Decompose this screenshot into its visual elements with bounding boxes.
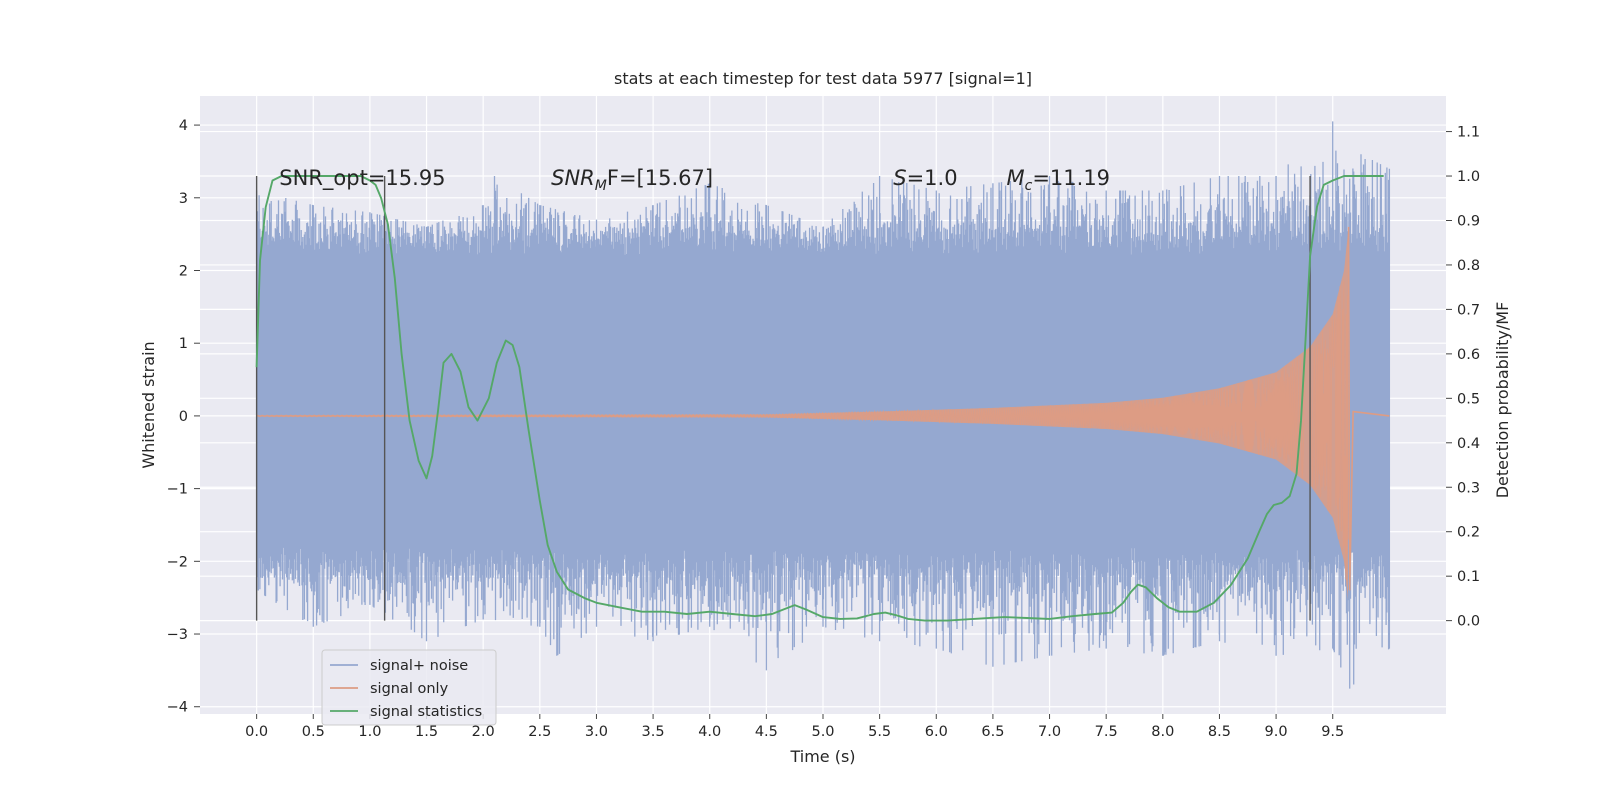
x-axis: 0.0 0.5 1.0 1.5 2.0 2.5 3.0 3.5 4.0 4.5 5.0 5.5 6.0 6…	[245, 714, 1344, 740]
y-tick-label: −4	[167, 700, 188, 716]
annotation-snr-mf-sub: M	[595, 178, 607, 194]
x-tick-label: 0.0	[245, 724, 268, 740]
series-signal-only	[256, 226, 1390, 600]
annotation-snr-mf: SNRMF=[15.67]	[551, 166, 713, 194]
x-tick-label: 1.5	[415, 724, 438, 740]
annotation-s-rest: =1.0	[907, 166, 958, 190]
annotations: SNR_opt=15.95 SNRMF=[15.67] S=1.0 Mc=11.…	[279, 166, 1110, 194]
x-tick-label: 8.0	[1151, 724, 1174, 740]
x-tick-label: 6.5	[981, 724, 1004, 740]
annotation-mc-name: M	[1007, 166, 1025, 190]
x-tick-label: 2.5	[528, 724, 551, 740]
y2-tick-label: 0.2	[1457, 525, 1480, 541]
y2-tick-label: 0.3	[1457, 480, 1480, 496]
x-tick-label: 1.0	[358, 724, 381, 740]
legend-label-signal-statistics: signal statistics	[370, 704, 482, 720]
x-tick-label: 4.0	[698, 724, 721, 740]
y2-tick-label: 0.1	[1457, 569, 1480, 585]
y-tick-label: 2	[179, 263, 188, 279]
series-signal-statistics	[255, 175, 1384, 622]
x-tick-label: 7.0	[1038, 724, 1061, 740]
x-tick-label: 9.5	[1321, 724, 1344, 740]
annotation-s-name: S	[893, 166, 906, 190]
y2-tick-label: 0.8	[1457, 258, 1480, 274]
x-tick-label: 5.0	[811, 724, 834, 740]
x-tick-label: 8.5	[1208, 724, 1231, 740]
y2-tick-label: 0.9	[1457, 213, 1480, 229]
x-tick-label: 7.5	[1095, 724, 1118, 740]
legend-label-signal-noise: signal+ noise	[370, 658, 468, 674]
x-tick-label: 4.5	[755, 724, 778, 740]
annotation-mc-rest: =11.19	[1032, 166, 1110, 190]
y2-tick-label: 0.0	[1457, 614, 1480, 630]
x-tick-label: 2.0	[472, 724, 495, 740]
annotation-mc-sub: c	[1025, 178, 1033, 194]
y2-tick-label: 1.0	[1457, 169, 1480, 185]
y2-tick-label: 0.5	[1457, 391, 1480, 407]
signal-merger	[1347, 226, 1390, 591]
annotation-s: S=1.0	[893, 166, 957, 190]
annotation-snr-opt: SNR_opt=15.95	[279, 166, 445, 191]
y2-tick-label: 0.6	[1457, 347, 1480, 363]
legend-box	[321, 649, 497, 726]
y-tick-label: 4	[179, 118, 188, 134]
y-axis-label: Whitened strain	[139, 341, 158, 468]
statistics-line	[255, 175, 1384, 622]
annotation-snr-mf-rest: F=[15.67]	[607, 166, 713, 190]
annotation-mc: Mc=11.19	[1007, 166, 1111, 194]
annotation-snr-mf-name: SNR	[551, 166, 595, 190]
y2-tick-label: 0.7	[1457, 302, 1480, 318]
y-tick-label: −2	[167, 554, 188, 570]
x-tick-label: 3.5	[642, 724, 665, 740]
chart-title: stats at each timestep for test data 597…	[614, 69, 1032, 88]
x-tick-label: 0.5	[302, 724, 325, 740]
y-tick-label: 0	[179, 409, 188, 425]
x-tick-label: 9.0	[1265, 724, 1288, 740]
legend: signal+ noise signal only signal statist…	[321, 649, 497, 726]
y-tick-label: 3	[179, 191, 188, 207]
y-axis-left: 4 3 2 1 0 −1 −2 −3 −4	[167, 118, 200, 716]
y2-axis-label: Detection probability/MF	[1493, 302, 1512, 499]
x-tick-label: 3.0	[585, 724, 608, 740]
y-tick-label: −1	[167, 482, 188, 498]
y-axis-right: 1.1 1.0 0.9 0.8 0.7 0.6 0.5 0.4 0.3 0.2 0.1 0.0	[1446, 125, 1480, 630]
x-axis-label: Time (s)	[789, 747, 855, 766]
y-tick-label: 1	[179, 336, 188, 352]
y2-tick-label: 1.1	[1457, 125, 1480, 141]
x-tick-label: 5.5	[868, 724, 891, 740]
y-tick-label: −3	[167, 627, 188, 643]
signal-waveform	[256, 281, 1349, 580]
x-tick-label: 6.0	[925, 724, 948, 740]
legend-label-signal-only: signal only	[370, 681, 449, 697]
y2-tick-label: 0.4	[1457, 436, 1480, 452]
